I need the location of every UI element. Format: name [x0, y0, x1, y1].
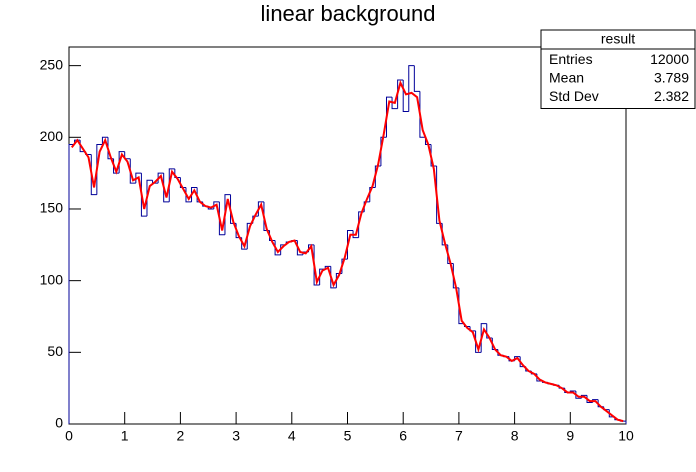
y-tick-label: 0	[55, 415, 63, 431]
stats-title: result	[601, 31, 635, 47]
histogram-bin	[408, 65, 415, 112]
x-tick-label: 6	[399, 428, 407, 444]
histogram-bin	[352, 230, 359, 239]
x-tick-label: 4	[288, 428, 296, 444]
x-tick-label: 10	[618, 428, 634, 444]
x-tick-label: 5	[344, 428, 352, 444]
histogram-bin	[374, 165, 381, 188]
histogram-bin	[174, 168, 181, 178]
histogram-bin	[68, 143, 75, 424]
stats-value: 12000	[650, 51, 689, 67]
histogram-bin	[168, 168, 175, 202]
y-tick-label: 50	[47, 343, 63, 359]
histogram-bin	[419, 91, 426, 138]
y-tick-label: 150	[40, 200, 64, 216]
x-tick-label: 8	[511, 428, 519, 444]
y-tick-label: 100	[40, 271, 64, 287]
stats-value: 2.382	[654, 88, 689, 104]
histogram-bin	[96, 143, 103, 195]
histogram-bin	[413, 65, 420, 92]
histogram-bin	[369, 186, 376, 202]
stats-label: Mean	[549, 69, 584, 85]
x-tick-label: 9	[566, 428, 574, 444]
x-tick-label: 2	[177, 428, 185, 444]
y-tick-label: 200	[40, 128, 64, 144]
stats-label: Std Dev	[549, 88, 599, 104]
stats-box	[540, 29, 696, 109]
histogram-bin	[146, 179, 153, 217]
x-tick-label: 1	[121, 428, 129, 444]
histogram-bin	[179, 177, 186, 188]
histogram-bin	[391, 97, 398, 110]
y-tick-label: 250	[40, 56, 64, 72]
histogram-bin	[430, 144, 437, 167]
fit-line	[70, 80, 624, 423]
histogram-bin	[163, 173, 170, 203]
histogram-bin	[397, 79, 404, 109]
x-tick-label: 3	[232, 428, 240, 444]
stats-label: Entries	[549, 51, 593, 67]
x-tick-label: 0	[65, 428, 73, 444]
histogram-bin	[224, 194, 231, 235]
histogram-bin	[129, 158, 136, 184]
x-tick-label: 7	[455, 428, 463, 444]
stats-value: 3.789	[654, 69, 689, 85]
histogram-bin	[101, 136, 108, 145]
histogram-bin	[380, 136, 387, 166]
histogram-bin	[191, 186, 198, 202]
chart-title: linear background	[261, 1, 436, 26]
histogram-bin	[218, 201, 225, 236]
